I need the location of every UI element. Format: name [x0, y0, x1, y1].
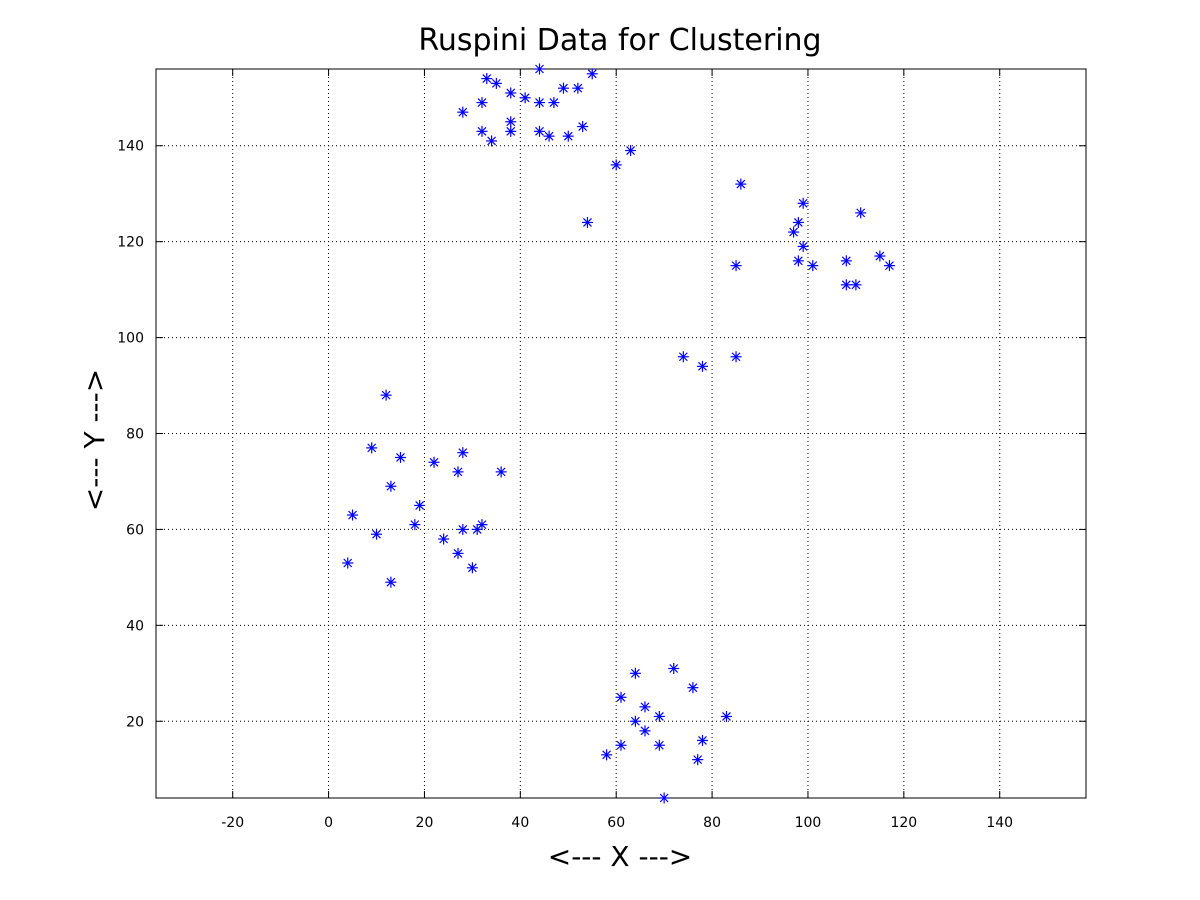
x-axis-label: <--- X --->: [548, 840, 693, 873]
data-point: [519, 92, 531, 104]
y-tick-label: 40: [126, 618, 144, 634]
data-point: [476, 125, 488, 137]
data-point: [687, 682, 699, 694]
data-point: [366, 442, 378, 454]
x-tick-label: 60: [607, 815, 625, 831]
y-tick-label: 20: [126, 714, 144, 730]
data-point: [505, 87, 517, 99]
chart-title: Ruspini Data for Clustering: [418, 23, 821, 58]
y-axis-label: <--- Y --->: [78, 369, 111, 511]
data-point: [586, 68, 598, 80]
data-point: [471, 523, 483, 535]
data-point: [850, 279, 862, 291]
data-point: [557, 82, 569, 94]
data-point: [653, 710, 665, 722]
y-tick-label: 80: [126, 427, 144, 443]
data-point: [735, 178, 747, 190]
x-tick-label: 0: [324, 815, 333, 831]
data-point: [505, 125, 517, 137]
data-point: [534, 125, 546, 137]
data-point: [677, 351, 689, 363]
data-point: [658, 792, 670, 804]
data-point: [730, 351, 742, 363]
data-point: [615, 691, 627, 703]
x-tick-label: 100: [795, 815, 822, 831]
data-point: [543, 130, 555, 142]
data-point: [792, 216, 804, 228]
data-point: [505, 116, 517, 128]
data-points: [342, 63, 895, 804]
data-point: [855, 207, 867, 219]
data-point: [534, 97, 546, 109]
x-tick-label: 140: [986, 815, 1013, 831]
data-point: [720, 710, 732, 722]
data-point: [347, 509, 359, 521]
data-point: [883, 260, 895, 272]
y-tick-label: 120: [117, 235, 144, 251]
data-point: [457, 447, 469, 459]
data-point: [696, 360, 708, 372]
data-point: [807, 260, 819, 272]
data-point: [490, 77, 502, 89]
data-point: [476, 519, 488, 531]
data-point: [495, 466, 507, 478]
data-point: [380, 389, 392, 401]
data-point: [629, 667, 641, 679]
data-point: [476, 97, 488, 109]
data-point: [457, 106, 469, 118]
data-point: [481, 73, 493, 85]
data-point: [548, 97, 560, 109]
data-point: [562, 130, 574, 142]
data-point: [653, 739, 665, 751]
data-point: [788, 226, 800, 238]
x-tick-label: -20: [221, 815, 244, 831]
data-point: [371, 528, 383, 540]
data-point: [610, 159, 622, 171]
data-point: [342, 557, 354, 569]
data-point: [414, 499, 426, 511]
data-point: [438, 533, 450, 545]
data-point: [394, 451, 406, 463]
data-point: [730, 260, 742, 272]
data-point: [639, 725, 651, 737]
data-point: [797, 240, 809, 252]
x-tick-label: 20: [416, 815, 434, 831]
data-point: [452, 547, 464, 559]
data-point: [639, 701, 651, 713]
data-point: [696, 734, 708, 746]
grid-lines: [156, 69, 1086, 798]
data-point: [486, 135, 498, 147]
data-point: [792, 255, 804, 267]
data-point: [581, 216, 593, 228]
data-point: [577, 121, 589, 133]
data-point: [692, 754, 704, 766]
data-point: [874, 250, 886, 262]
y-tick-label: 140: [117, 139, 144, 155]
data-point: [534, 63, 546, 75]
data-point: [572, 82, 584, 94]
x-tick-label: 120: [890, 815, 917, 831]
data-point: [466, 562, 478, 574]
data-point: [840, 255, 852, 267]
x-tick-label: 80: [703, 815, 721, 831]
axis-ticks: -20 0 20 40 60 80 100 120 140 20 40 60 80 100 120 140: [117, 69, 1086, 831]
data-point: [797, 197, 809, 209]
data-point: [601, 749, 613, 761]
data-point: [385, 480, 397, 492]
data-point: [457, 523, 469, 535]
data-point: [840, 279, 852, 291]
y-tick-label: 60: [126, 522, 144, 538]
data-point: [615, 739, 627, 751]
data-point: [629, 715, 641, 727]
x-tick-label: 40: [511, 815, 529, 831]
data-point: [428, 456, 440, 468]
data-point: [452, 466, 464, 478]
y-tick-label: 100: [117, 331, 144, 347]
data-point: [668, 663, 680, 675]
data-point: [385, 576, 397, 588]
data-point: [409, 519, 421, 531]
data-point: [625, 145, 637, 157]
